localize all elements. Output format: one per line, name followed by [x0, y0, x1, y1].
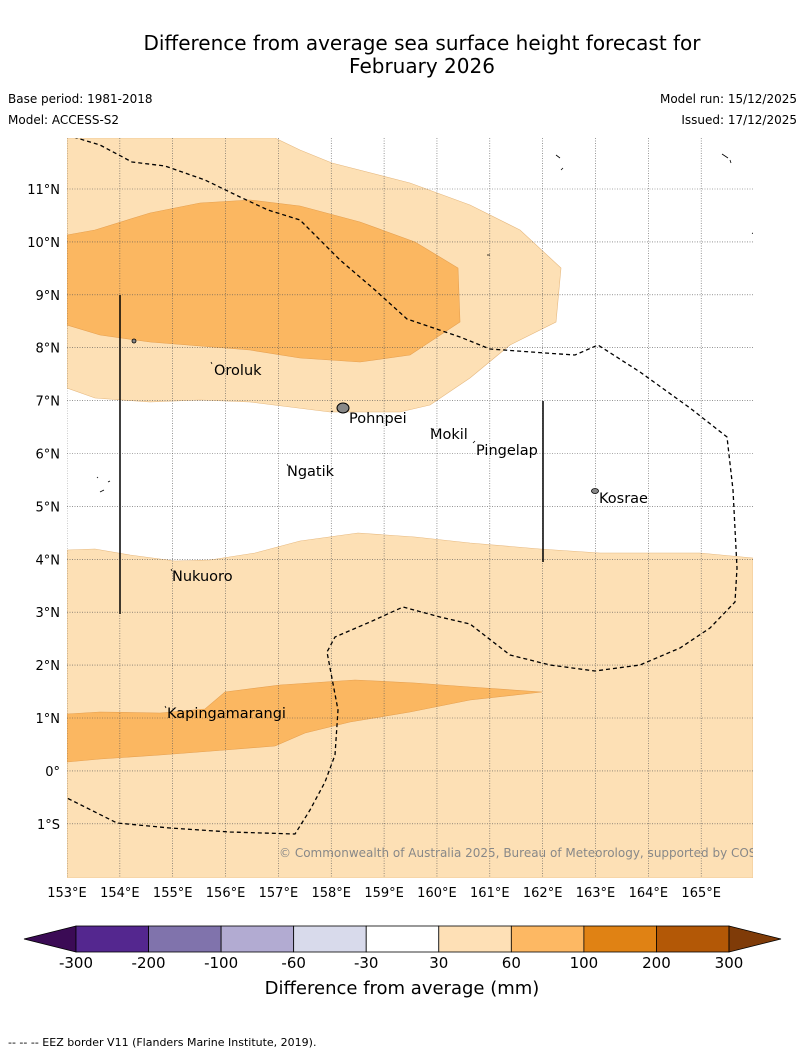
place-label-pohnpei: Pohnpei: [349, 411, 407, 427]
colorbar-segment: [583, 925, 657, 953]
place-label-nukuoro: Nukuoro: [172, 569, 233, 585]
colorbar-tick-label: -100: [204, 954, 238, 972]
colorbar-segment: [438, 925, 512, 953]
lat-label: 10°N: [27, 236, 60, 251]
lon-label: 163°E: [576, 886, 616, 901]
colorbar-tick-label: 300: [715, 954, 744, 972]
lon-label: 156°E: [206, 886, 246, 901]
colorbar-tick-label: -30: [354, 954, 379, 972]
colorbar-tick-label: 60: [502, 954, 521, 972]
lat-label: 2°N: [36, 659, 61, 674]
lat-label: 0°: [45, 765, 60, 780]
model-run: Model run: 15/12/2025: [659, 92, 797, 106]
small-island-marks: [96, 153, 753, 709]
lat-label: 11°N: [27, 183, 60, 198]
anomaly-region-south-mid: [67, 679, 543, 763]
lat-label: 3°N: [36, 606, 61, 621]
place-label-kosrae: Kosrae: [599, 491, 648, 507]
longitude-labels: 153°E 154°E 155°E 156°E 157°E 158°E 159°E 160°E…: [47, 886, 721, 901]
colorbar-segment: [293, 925, 367, 953]
place-label-ngatik: Ngatik: [287, 464, 335, 480]
lon-label: 155°E: [153, 886, 193, 901]
map-title: Difference from average sea surface heig…: [0, 32, 804, 78]
lat-label: 7°N: [36, 395, 61, 410]
map-plot-area: Oroluk Pohnpei Mokil Pingelap Ngatik Kos…: [67, 138, 784, 878]
colorbar-title: Difference from average (mm): [264, 978, 540, 999]
lat-label: 8°N: [36, 342, 61, 357]
lon-label: 154°E: [100, 886, 140, 901]
lon-label: 157°E: [259, 886, 299, 901]
lon-label: 164°E: [629, 886, 669, 901]
lon-label: 160°E: [417, 886, 457, 901]
lon-label: 161°E: [470, 886, 510, 901]
colorbar-tick-label: -300: [59, 954, 93, 972]
colorbar-segment: [656, 925, 730, 953]
title-line-1: Difference from average sea surface heig…: [143, 31, 701, 55]
kosrae-island: [591, 488, 599, 494]
small-island: [131, 338, 137, 344]
anomaly-region-north-mid: [67, 199, 461, 363]
lat-label: 5°N: [36, 500, 61, 515]
colorbar-tick-label: 30: [429, 954, 448, 972]
colorbar-tick-label: -200: [132, 954, 166, 972]
lon-label: 158°E: [311, 886, 351, 901]
lon-label: 159°E: [364, 886, 404, 901]
map-gridlines: [67, 138, 753, 878]
colorbar-segment: [148, 925, 222, 953]
lon-label: 165°E: [681, 886, 721, 901]
copyright-notice: © Commonwealth of Australia 2025, Bureau…: [279, 846, 784, 860]
model-name: Model: ACCESS-S2: [8, 113, 120, 127]
pohnpei-island: [336, 402, 350, 414]
eez-footnote: -- -- -- EEZ border V11 (Flanders Marine…: [8, 1036, 317, 1049]
colorbar-tick-label: 100: [570, 954, 599, 972]
title-line-2: February 2026: [349, 54, 495, 78]
eez-border-north: [67, 138, 738, 835]
lon-label: 153°E: [47, 886, 87, 901]
issued-date: Issued: 17/12/2025: [681, 113, 797, 127]
base-period: Base period: 1981-2018: [8, 92, 153, 106]
lat-label: 6°N: [36, 448, 61, 463]
colorbar-arrow-low: [23, 925, 77, 953]
colorbar-segment: [220, 925, 295, 953]
colorbar-tick-label: 200: [642, 954, 671, 972]
colorbar: -300 -200 -100 -60 -30 30 60 100 200 300: [23, 925, 782, 972]
lat-label: 1°N: [36, 712, 61, 727]
place-label-oroluk: Oroluk: [214, 363, 262, 379]
lat-label: 9°N: [36, 289, 61, 304]
lat-label: 1°S: [37, 818, 60, 833]
place-label-mokil: Mokil: [430, 427, 468, 443]
colorbar-segment: [365, 925, 440, 953]
colorbar-tick-label: -60: [281, 954, 306, 972]
colorbar-segment: [510, 925, 585, 953]
colorbar-segment: [75, 925, 149, 953]
latitude-labels: 11°N 10°N 9°N 8°N 7°N 6°N 5°N 4°N 3°N 2°N 1°N 0° 1°S: [27, 183, 60, 833]
colorbar-arrow-high: [728, 925, 782, 953]
lat-label: 4°N: [36, 553, 61, 568]
lon-label: 162°E: [523, 886, 563, 901]
place-label-kapingamarangi: Kapingamarangi: [167, 706, 286, 722]
place-label-pingelap: Pingelap: [476, 443, 538, 459]
